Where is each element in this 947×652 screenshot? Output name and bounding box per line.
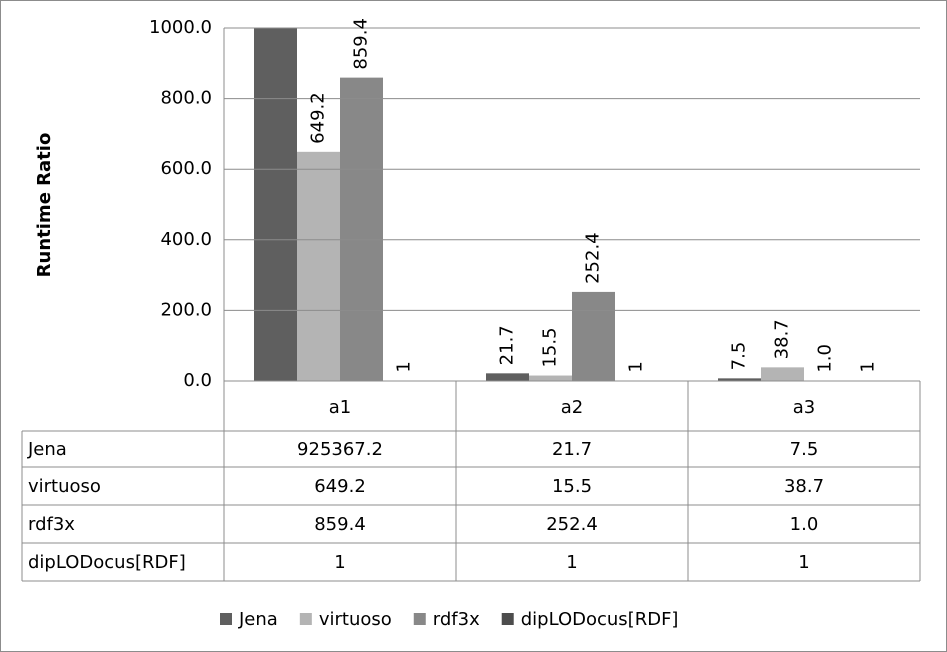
table-cell: 7.5 bbox=[790, 439, 819, 460]
data-label: 1 bbox=[858, 361, 879, 372]
x-tick-label: a3 bbox=[793, 397, 815, 418]
plot-area bbox=[254, 28, 890, 381]
data-label: 38.7 bbox=[772, 319, 793, 359]
table-cell: 649.2 bbox=[314, 476, 366, 497]
bar bbox=[761, 367, 804, 381]
data-label: 7.5 bbox=[729, 342, 750, 371]
table-cell: 1 bbox=[798, 552, 809, 573]
table-row-header: dipLODocus[RDF] bbox=[28, 552, 186, 573]
data-label: 1.0 bbox=[815, 344, 836, 373]
y-tick-label: 1000.0 bbox=[149, 17, 212, 38]
bar bbox=[572, 291, 615, 381]
y-axis-title: Runtime Ratio bbox=[34, 133, 55, 278]
bar bbox=[297, 151, 340, 381]
table-cell: 925367.2 bbox=[297, 439, 383, 460]
legend-label: dipLODocus[RDF] bbox=[521, 609, 679, 630]
y-tick-label: 200.0 bbox=[160, 299, 212, 320]
y-tick-label: 400.0 bbox=[160, 229, 212, 250]
bar bbox=[254, 28, 297, 381]
y-tick-label: 0.0 bbox=[183, 370, 212, 391]
data-label: 1 bbox=[394, 361, 415, 372]
data-label: 15.5 bbox=[540, 327, 561, 367]
table-row-header: rdf3x bbox=[28, 514, 75, 535]
legend-swatch bbox=[501, 613, 514, 625]
table-row-header: Jena bbox=[27, 439, 67, 460]
legend-label: virtuoso bbox=[319, 609, 392, 630]
legend-swatch bbox=[413, 613, 426, 625]
data-label: 252.4 bbox=[583, 232, 604, 284]
data-label: 1 bbox=[626, 361, 647, 372]
table-row-header: virtuoso bbox=[28, 476, 101, 497]
bar bbox=[718, 378, 761, 381]
table-cell: 1.0 bbox=[790, 514, 819, 535]
legend-label: Jena bbox=[238, 609, 278, 630]
bar bbox=[340, 77, 383, 381]
x-tick-label: a2 bbox=[561, 397, 583, 418]
legend-swatch bbox=[220, 613, 232, 625]
legend-swatch bbox=[299, 613, 312, 625]
data-label: 21.7 bbox=[497, 325, 518, 365]
table-cell: 21.7 bbox=[552, 439, 592, 460]
table-cell: 252.4 bbox=[546, 514, 598, 535]
table-cell: 38.7 bbox=[784, 476, 824, 497]
bar bbox=[486, 373, 529, 381]
table-cell: 15.5 bbox=[552, 476, 592, 497]
table-cell: 1 bbox=[566, 552, 577, 573]
data-label: 649.2 bbox=[308, 92, 329, 144]
table-cell: 859.4 bbox=[314, 514, 366, 535]
x-tick-label: a1 bbox=[329, 397, 351, 418]
legend-label: rdf3x bbox=[433, 609, 480, 630]
table-cell: 1 bbox=[334, 552, 345, 573]
data-label: 859.4 bbox=[351, 18, 372, 70]
bar bbox=[529, 375, 572, 381]
y-tick-label: 800.0 bbox=[160, 88, 212, 109]
y-tick-label: 600.0 bbox=[160, 158, 212, 179]
